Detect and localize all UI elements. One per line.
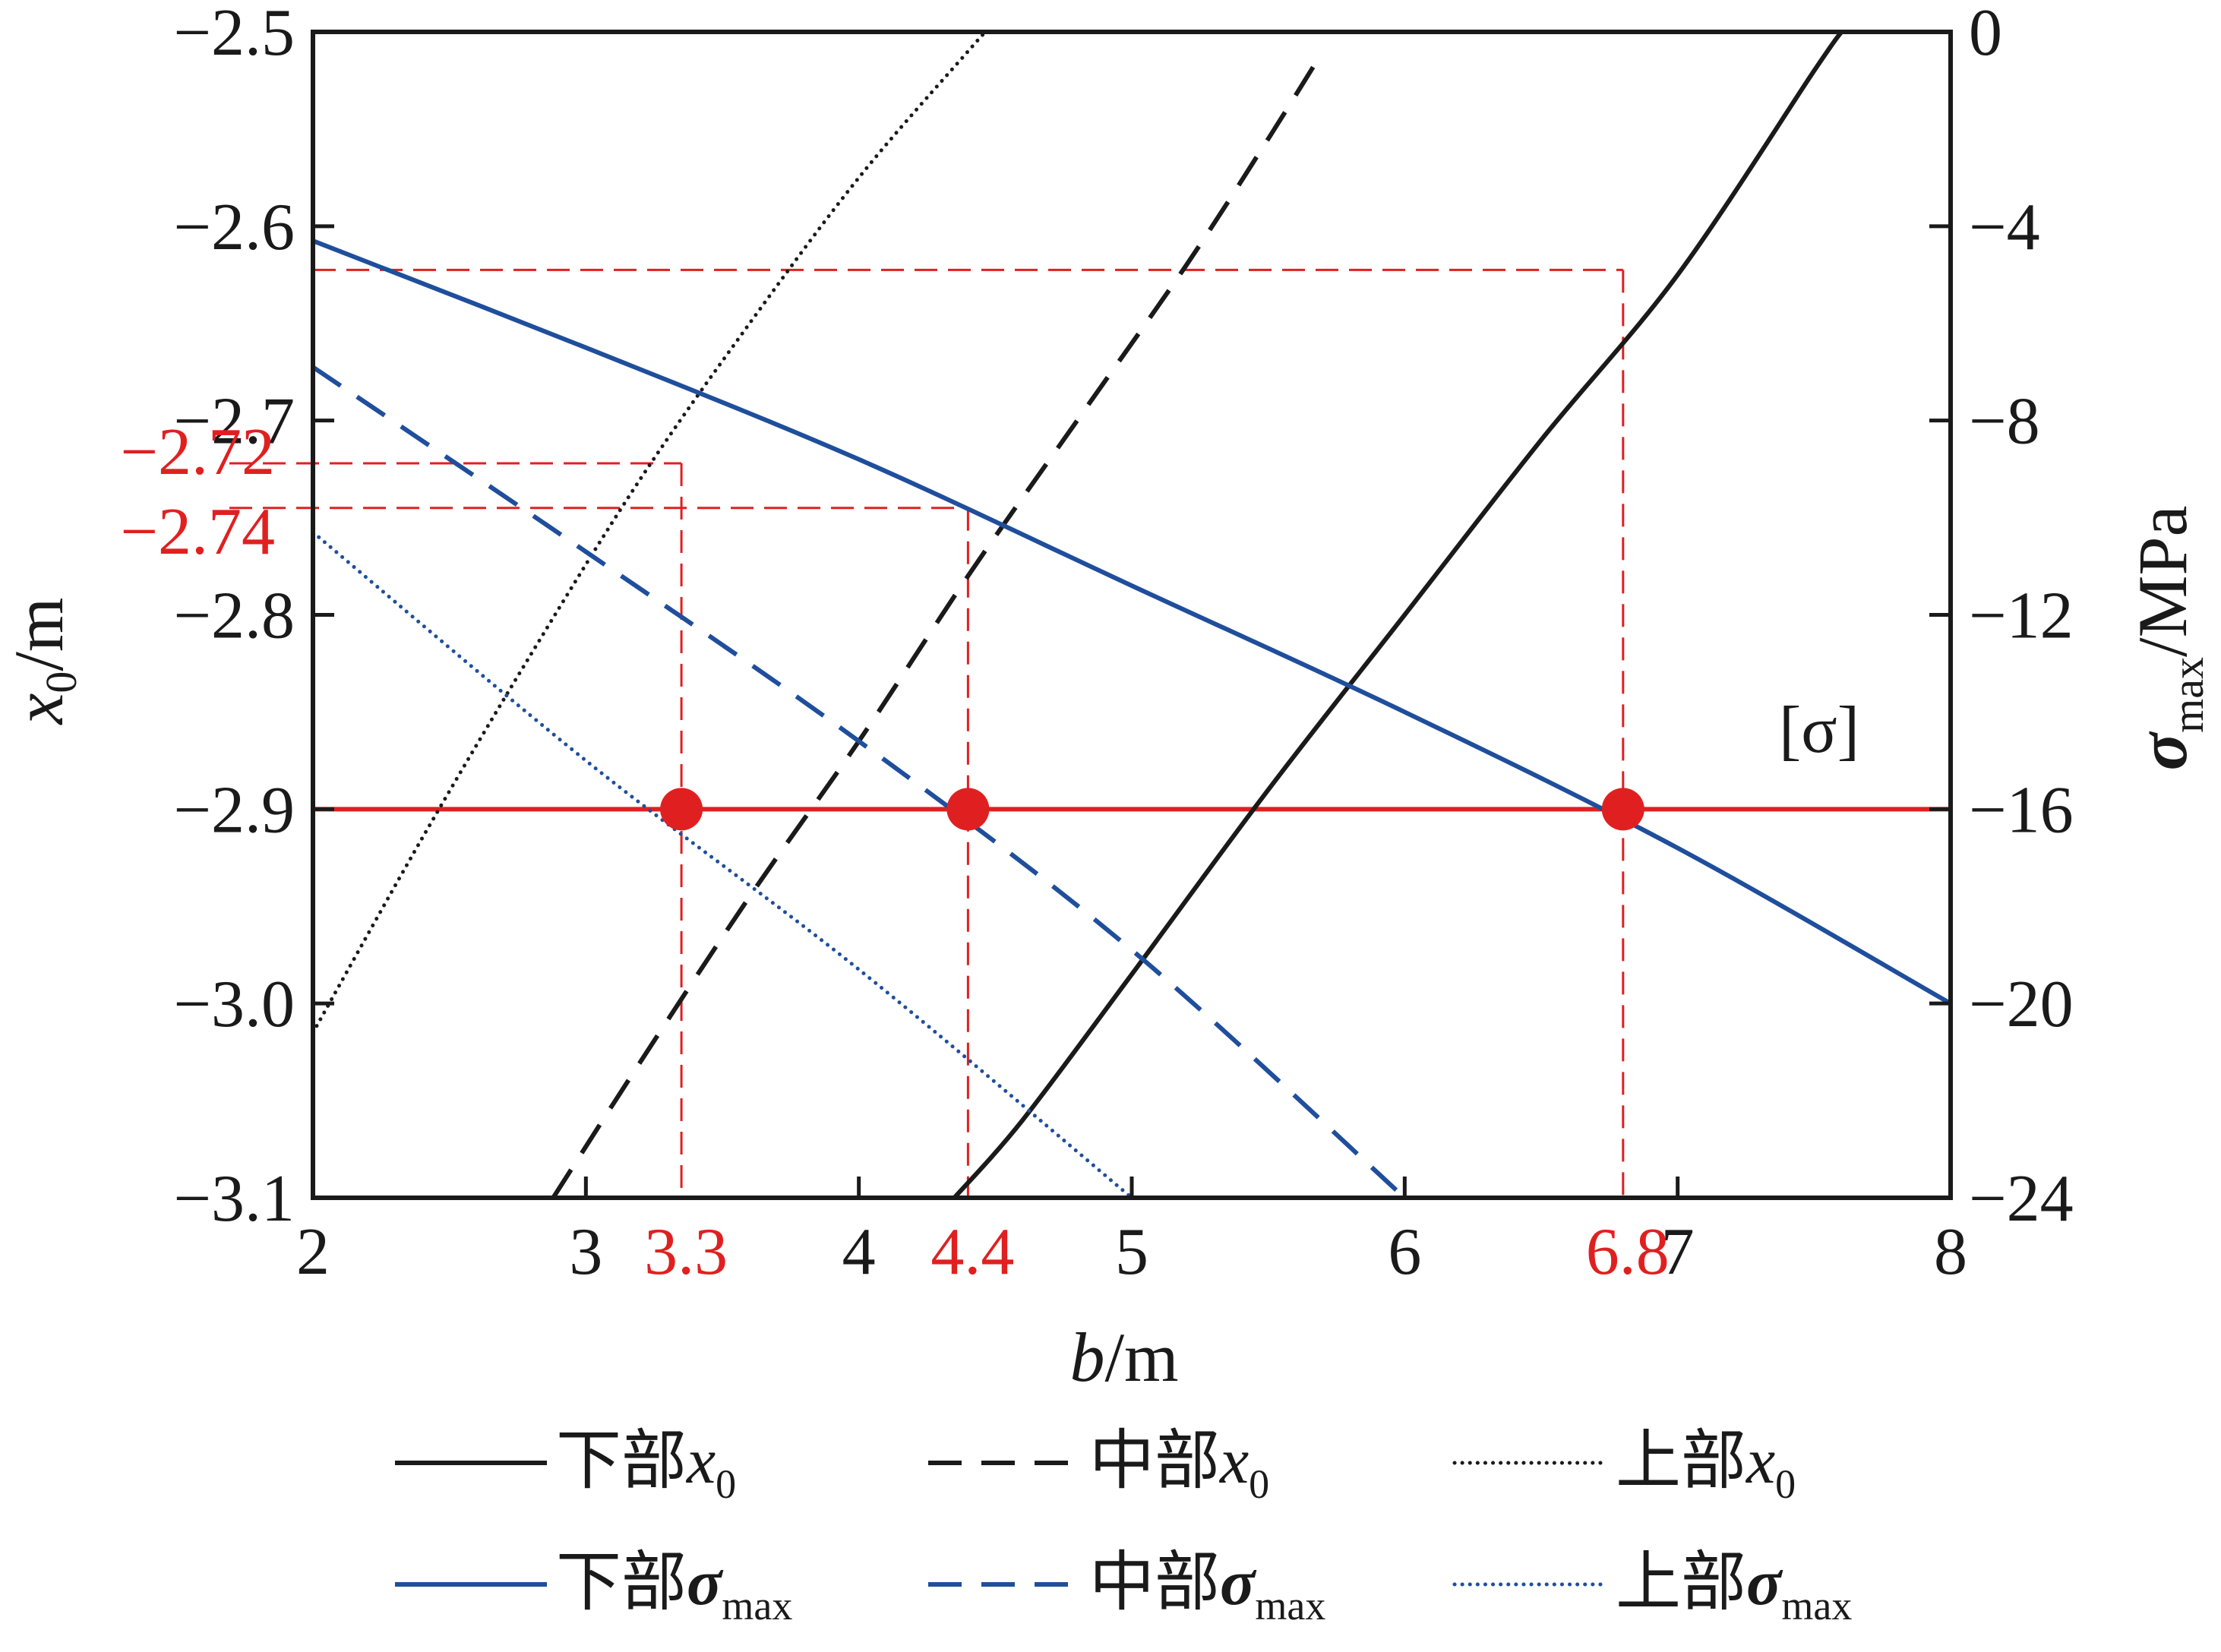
x-highlight-label: 4.4 [930,1215,1014,1289]
y-left-tick-label: −2.9 [173,773,295,847]
x-tick-label: 5 [1115,1215,1148,1289]
y-left-axis-title: x0/m [0,598,86,726]
y-highlight-label: −2.72 [120,415,275,489]
x-tick-label: 2 [296,1215,330,1289]
y-left-tick-label: −2.5 [173,0,295,70]
x-tick-label: 4 [842,1215,876,1289]
legend-entry-symbol: x [685,1424,716,1497]
y-left-tick-label: −2.6 [173,191,295,264]
y-right-axis-symbol: σ [2124,731,2201,770]
legend-entry-subscript: max [722,1583,792,1628]
y-highlight-label: −2.74 [120,495,275,569]
intersection-point-2 [1601,788,1644,831]
legend-entry-main: 上部 [1616,1424,1746,1497]
axis-ticks [311,30,1953,1200]
legend-entry-symbol: σ [1220,1546,1257,1619]
y-right-axis-text: σmax/MPa [2124,506,2213,771]
y-right-tick-label: −4 [1969,191,2040,264]
series-line-1 [551,50,1325,1198]
legend-entry-symbol: x [1745,1424,1775,1497]
intersection-markers [660,788,1644,831]
allowable-stress-label: [σ] [1779,693,1859,767]
series-line-2 [313,32,988,1034]
legend-entry-subscript: 0 [1775,1461,1796,1507]
legend-entry-5: 上部σmax [1616,1546,1852,1628]
intersection-point-1 [946,788,990,831]
x-tick-label: 7 [1661,1215,1695,1289]
series-line-4 [313,365,1407,1198]
series-line-0 [953,32,1843,1198]
y-right-tick-label: −12 [1969,580,2074,653]
plot-frame [311,30,1953,1200]
y-right-tick-label: 0 [1969,0,2002,70]
y-left-axis-symbol: x [0,693,77,725]
legend-entry-main: 中部 [1089,1546,1220,1619]
legend-entry-main: 上部 [1616,1546,1746,1619]
y-right-axis-unit: /MPa [2124,506,2201,657]
legend-entry-subscript: max [1255,1583,1325,1628]
y-left-axis-text: x0/m [0,598,86,726]
y-left-tick-label: −3.1 [173,1162,295,1236]
series-line-5 [313,530,1134,1198]
x-axis-symbol: b [1069,1319,1104,1396]
x-axis-unit: /m [1104,1319,1178,1396]
legend-entry-2: 上部x0 [1616,1424,1796,1507]
axis-labels: 2 3 4 5 6 7 8 3.3 4.4 6.8 −2.5 −2.6 −2.7 −2.8 −2.9 −3.0… [0,0,2213,1396]
y-right-axis-title: σmax/MPa [2124,506,2213,771]
x-axis-title: b/m [1069,1319,1178,1396]
legend-entry-4: 中部σmax [1089,1546,1325,1628]
legend-entry-main: 中部 [1089,1424,1220,1497]
legend-entry-symbol: x [1218,1424,1249,1497]
legend-entry-main: 下部 [556,1546,687,1619]
y-right-axis-subscript: max [2163,657,2213,733]
y-left-tick-label: −3.0 [173,968,295,1041]
legend-entry-1: 中部x0 [1089,1424,1269,1507]
legend-entry-symbol: σ [1746,1546,1783,1619]
legend-entry-3: 下部σmax [556,1546,792,1628]
y-left-axis-unit: /m [0,598,77,671]
series-line-3 [313,238,1951,1006]
legend-entry-subscript: 0 [716,1461,736,1507]
legend-entry-subscript: max [1781,1583,1852,1628]
y-right-tick-label: −24 [1969,1162,2074,1236]
guide-lines [229,268,1951,1198]
legend-entry-subscript: 0 [1249,1461,1269,1507]
x-tick-label: 8 [1934,1215,1967,1289]
y-left-tick-label: −2.8 [173,580,295,653]
intersection-point-0 [660,788,703,831]
legend-entry-main: 下部 [556,1424,687,1497]
y-right-tick-label: −20 [1969,968,2074,1041]
legend-entry-symbol: σ [687,1546,724,1619]
x-highlight-label: 3.3 [644,1215,728,1289]
x-tick-label: 6 [1388,1215,1421,1289]
y-left-axis-subscript: 0 [36,671,86,693]
y-left-tick-label: −2.7 [173,385,295,459]
y-right-tick-label: −16 [1969,773,2074,847]
y-right-tick-label: −8 [1969,385,2040,459]
x-highlight-label: 6.8 [1586,1215,1670,1289]
x-tick-label: 3 [569,1215,602,1289]
legend-entry-0: 下部x0 [556,1424,736,1507]
series-layer [313,32,1951,1198]
